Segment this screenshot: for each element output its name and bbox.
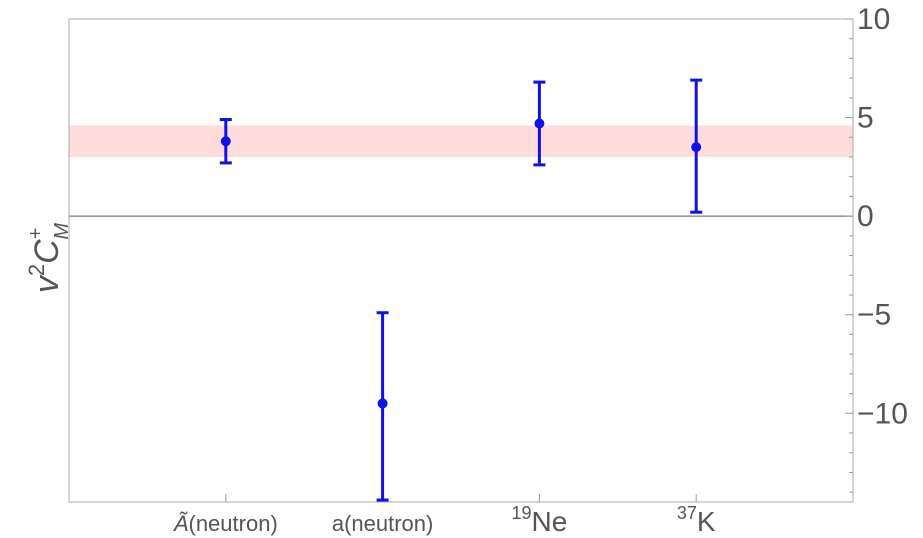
x-category-label-main: a(neutron) [332,511,434,536]
y-axis-label-symbol: C [28,239,66,264]
band-layer [69,125,853,157]
y-tick-label: −10 [857,397,908,430]
shaded-band [69,125,853,157]
x-category-label: Ã(neutron) [173,511,278,536]
data-points [219,78,703,502]
data-point-group [219,118,232,165]
y-axis-ticks: −10 −5 0 5 10 [845,3,908,493]
x-axis-ticks: Ã(neutron) a(neutron) 19Ne 37K [173,494,716,537]
x-category-label-sup: 37 [677,503,697,523]
x-category-label-main: Ã [173,511,189,536]
data-point-group [376,311,389,502]
x-category-label: 19Ne [511,503,567,537]
y-axis-label-power: 2 [24,264,49,276]
x-category-label-main: K [697,506,716,537]
x-category-label-suffix: (neutron) [189,511,278,536]
data-point-group [690,78,703,214]
x-category-label: a(neutron) [332,511,434,536]
data-point [534,118,545,129]
x-category-label: 37K [677,503,716,537]
plot-frame-rect [68,18,854,503]
y-tick-label: −5 [857,299,891,332]
y-axis-label-base: v [28,274,66,293]
y-tick-label: 10 [857,3,890,36]
x-category-label-main: Ne [532,506,568,537]
data-point [220,136,231,147]
y-axis-label-sup: + [25,228,47,240]
y-axis-label: v2C+ M [24,223,73,294]
data-point [691,142,702,153]
y-tick-label: 5 [857,102,874,135]
y-axis-label-sub: M [51,223,73,240]
y-tick-label: 0 [857,200,874,233]
x-category-label-sup: 19 [511,503,531,523]
data-point [377,398,388,409]
data-point-group [533,80,546,167]
plot-frame [68,18,854,503]
